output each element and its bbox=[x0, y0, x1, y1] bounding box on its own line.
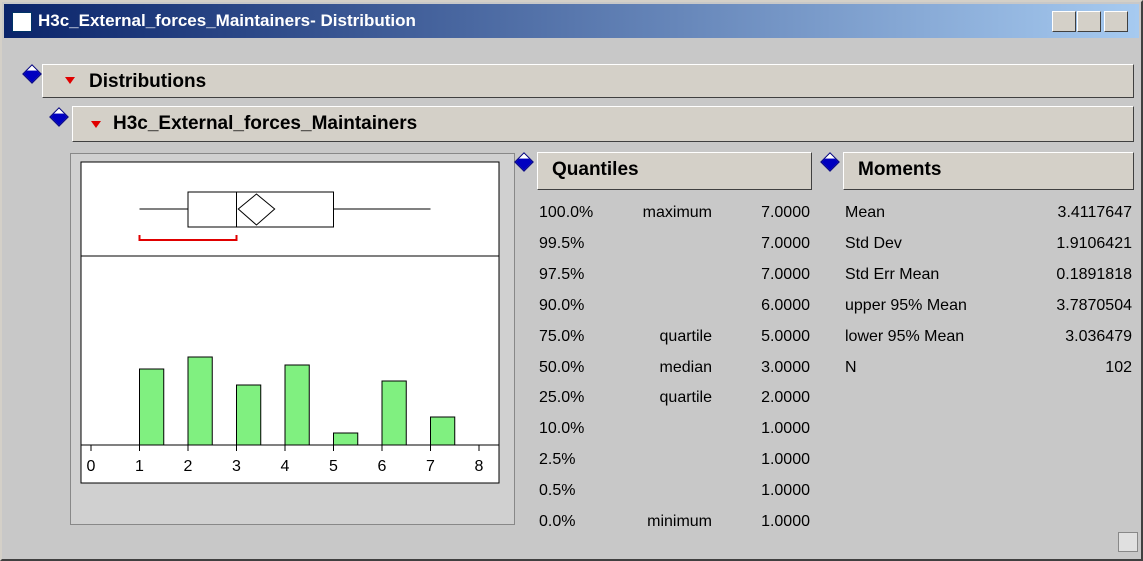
moment-value: 1.9106421 bbox=[1056, 234, 1132, 252]
moment-label: Std Dev bbox=[845, 234, 902, 252]
x-tick-label: 7 bbox=[426, 458, 435, 475]
resize-box[interactable] bbox=[1118, 532, 1138, 552]
quantile-value: 2.0000 bbox=[761, 389, 810, 407]
moment-value: 102 bbox=[1105, 358, 1132, 376]
quantile-label: maximum bbox=[642, 204, 712, 221]
outline-diamond[interactable] bbox=[514, 152, 534, 172]
outline-diamond[interactable] bbox=[22, 64, 42, 84]
app-icon bbox=[12, 12, 32, 32]
quantile-value: 7.0000 bbox=[761, 234, 810, 252]
quantile-percent: 50.0% bbox=[539, 358, 585, 376]
quantile-percent: 75.0% bbox=[539, 327, 585, 345]
x-tick-label: 0 bbox=[87, 458, 96, 475]
bar bbox=[139, 368, 165, 446]
bar bbox=[430, 416, 456, 446]
title-bar: H3c_External_forces_Maintainers- Distrib… bbox=[4, 4, 1139, 38]
moments-header[interactable]: Moments bbox=[843, 152, 1134, 190]
quantile-percent: 2.5% bbox=[539, 451, 576, 469]
minimize-button[interactable] bbox=[1052, 11, 1076, 32]
disclosure-triangle[interactable] bbox=[65, 77, 75, 84]
mean-diamond bbox=[237, 193, 276, 226]
quantile-label: median bbox=[659, 358, 712, 376]
quantile-percent: 100.0% bbox=[539, 204, 594, 221]
quantile-percent: 0.5% bbox=[539, 482, 576, 500]
quantile-value: 7.0000 bbox=[761, 204, 810, 221]
quantiles-title: Quantiles bbox=[552, 159, 639, 180]
moment-label: N bbox=[845, 358, 857, 376]
shortest-half bbox=[138, 235, 238, 241]
quantile-label: quartile bbox=[659, 389, 712, 407]
quantile-value: 7.0000 bbox=[761, 265, 810, 283]
quantile-value: 1.0000 bbox=[761, 513, 810, 530]
window-title: H3c_External_forces_Maintainers- Distrib… bbox=[38, 11, 416, 30]
outline-diamond[interactable] bbox=[49, 107, 69, 127]
outline-header[interactable]: Distributions bbox=[42, 64, 1134, 98]
plot-frame: 0 1 2 3 4 5 6 7 8 bbox=[70, 153, 515, 525]
bar bbox=[187, 356, 213, 446]
x-tick-label: 3 bbox=[232, 458, 241, 475]
quantile-percent: 99.5% bbox=[539, 234, 585, 252]
moment-value: 3.4117647 bbox=[1057, 204, 1132, 221]
variable-title: H3c_External_forces_Maintainers bbox=[113, 113, 418, 134]
quantile-label: minimum bbox=[647, 513, 712, 530]
moment-value: 3.036479 bbox=[1065, 327, 1132, 345]
moment-value: 3.7870504 bbox=[1056, 296, 1132, 314]
maximize-button[interactable] bbox=[1077, 11, 1101, 32]
disclosure-triangle[interactable] bbox=[91, 121, 101, 128]
x-tick-label: 8 bbox=[475, 458, 484, 475]
quantile-percent: 0.0% bbox=[539, 513, 576, 530]
x-tick-label: 4 bbox=[281, 458, 290, 475]
moment-label: lower 95% Mean bbox=[845, 327, 965, 345]
bar bbox=[236, 384, 262, 446]
moment-label: Std Err Mean bbox=[845, 265, 940, 283]
outline-title: Distributions bbox=[89, 71, 207, 92]
quantile-value: 1.0000 bbox=[761, 451, 810, 469]
x-tick-label: 5 bbox=[329, 458, 338, 475]
moment-label: upper 95% Mean bbox=[845, 296, 967, 314]
quantile-value: 1.0000 bbox=[761, 420, 810, 438]
outline-diamond[interactable] bbox=[820, 152, 840, 172]
quantile-label: quartile bbox=[659, 327, 712, 345]
bar bbox=[381, 380, 407, 446]
moment-value: 0.1891818 bbox=[1056, 265, 1132, 283]
x-tick-label: 2 bbox=[184, 458, 193, 475]
bar bbox=[284, 364, 310, 446]
box bbox=[187, 191, 334, 228]
quantile-percent: 25.0% bbox=[539, 389, 585, 407]
quantile-value: 3.0000 bbox=[761, 358, 810, 376]
quantile-percent: 90.0% bbox=[539, 296, 585, 314]
x-tick-label: 6 bbox=[378, 458, 387, 475]
x-tick-label: 1 bbox=[135, 458, 144, 475]
quantiles-header[interactable]: Quantiles bbox=[537, 152, 812, 190]
histogram-chart: 0 1 2 3 4 5 6 7 8 bbox=[80, 161, 500, 484]
variable-header[interactable]: H3c_External_forces_Maintainers bbox=[72, 106, 1134, 142]
moments-title: Moments bbox=[858, 159, 942, 180]
quantile-value: 5.0000 bbox=[761, 327, 810, 345]
quantile-value: 1.0000 bbox=[761, 482, 810, 500]
quantile-percent: 10.0% bbox=[539, 420, 585, 438]
quantile-value: 6.0000 bbox=[761, 296, 810, 314]
moment-label: Mean bbox=[845, 204, 886, 221]
bar bbox=[333, 432, 359, 446]
quantile-percent: 97.5% bbox=[539, 265, 585, 283]
close-button[interactable] bbox=[1104, 11, 1128, 32]
